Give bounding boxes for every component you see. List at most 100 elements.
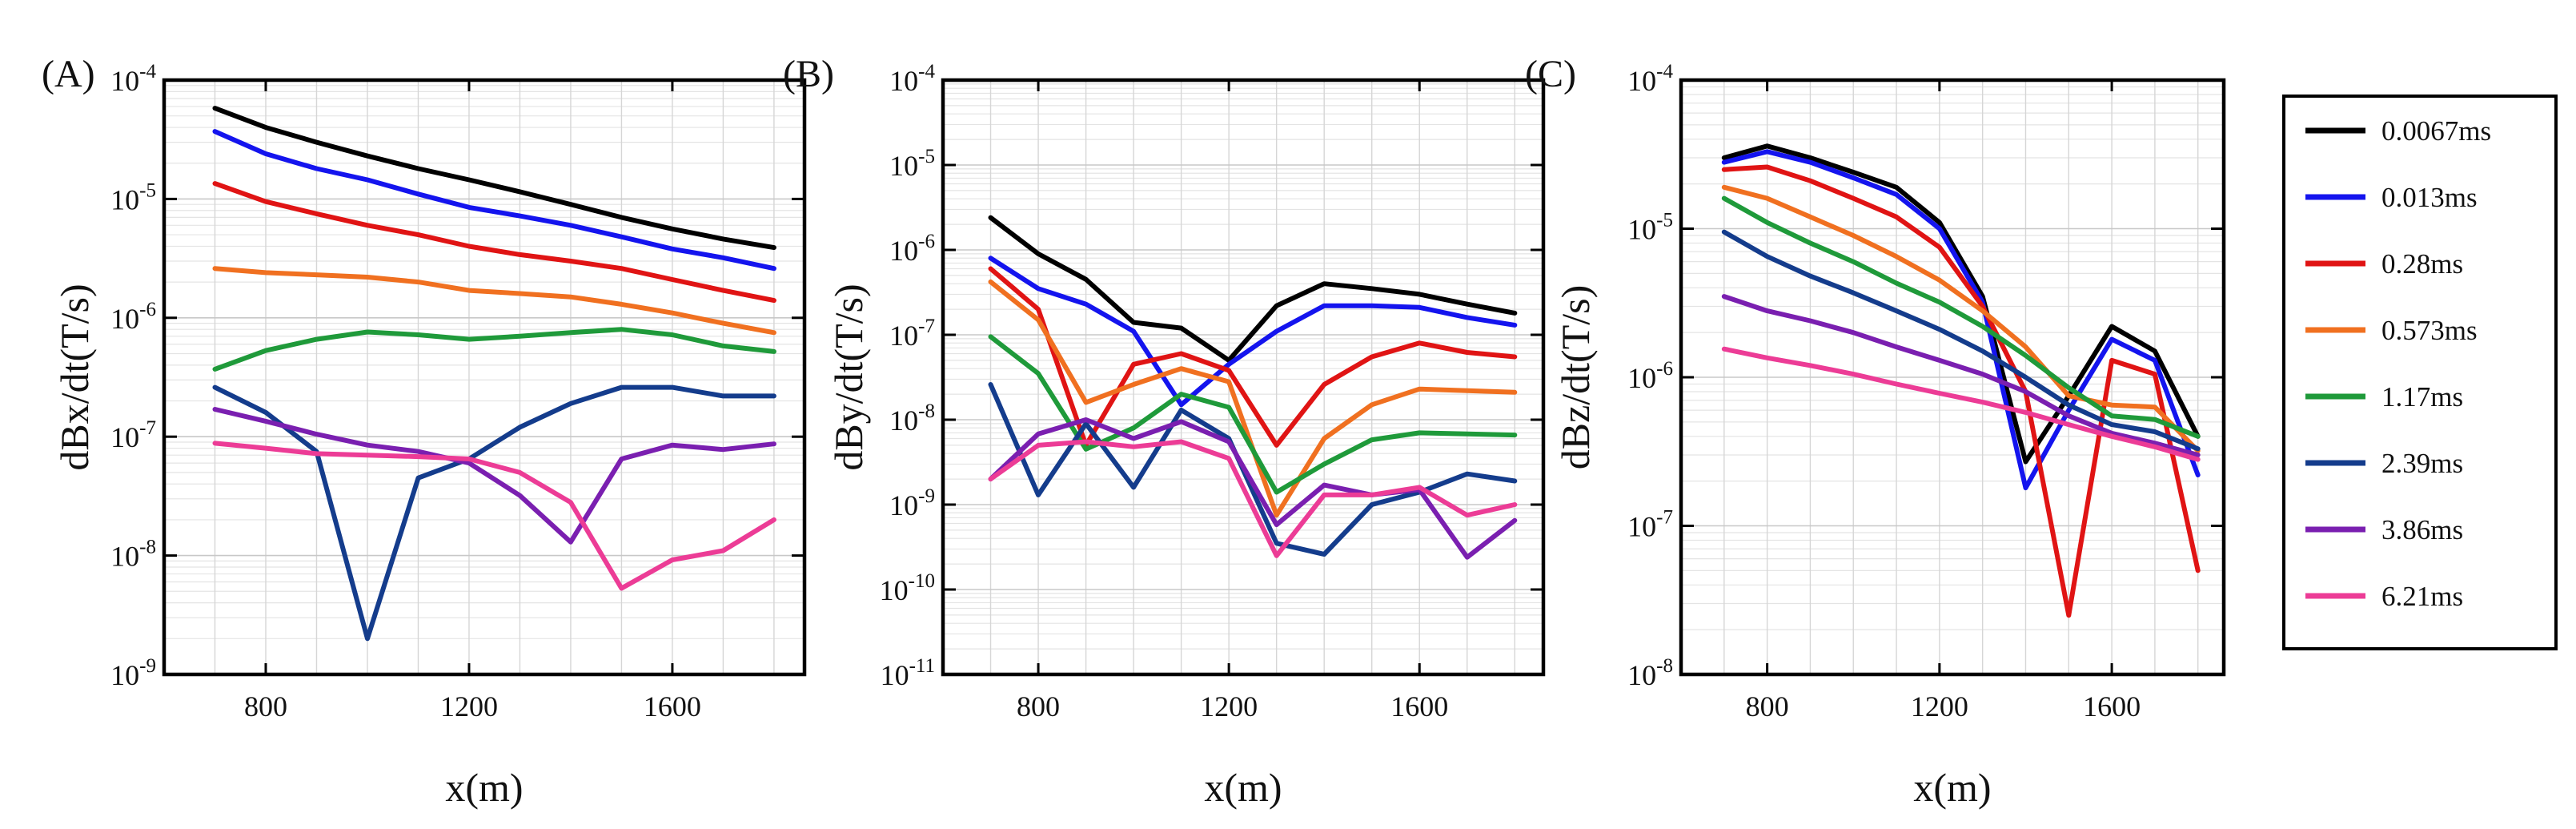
y-tick-exponent: -10 [909, 570, 935, 592]
plot-frame [162, 78, 807, 677]
legend-entry: 0.013ms [2305, 182, 2478, 213]
y-tick-exponent: -6 [1656, 358, 1673, 380]
y-tick-exponent: -4 [918, 61, 935, 82]
y-tick-exponent: -8 [139, 537, 156, 558]
chart-panel-b: 800 1200 1600 10-4 10-5 10-6 10-7 10-8 10-9 10-10… [783, 53, 1546, 810]
y-tick-exponent: -7 [1656, 507, 1673, 529]
legend-label: 0.28ms [2381, 248, 2463, 280]
y-axis-title: dBy/dt(T/s) [826, 284, 871, 470]
series-line-3.86ms [212, 407, 776, 545]
y-tick-exponent: -4 [1656, 61, 1673, 82]
legend-entry: 6.21ms [2305, 581, 2463, 612]
y-tick-exponent: -11 [909, 655, 935, 677]
x-tick-label: 1600 [1390, 690, 1448, 722]
legend-entry: 0.0067ms [2305, 115, 2491, 147]
y-tick-label: 10-7 [110, 417, 156, 453]
y-tick-exponent: -8 [918, 400, 935, 422]
series-line-2.39ms [1721, 229, 2201, 452]
y-tick-exponent: -7 [139, 417, 156, 439]
y-tick-label: 10-4 [110, 61, 156, 97]
legend: 0.0067ms 0.013ms 0.28ms 0.573ms 1.17ms 2.39ms… [2282, 95, 2558, 650]
series-line-1.17ms [212, 327, 776, 372]
series-line-6.21ms [988, 439, 1518, 558]
y-tick-label: 10-4 [1627, 61, 1673, 97]
series-line-0.28ms [1721, 164, 2201, 618]
chart-panel-c: 800 1200 1600 10-4 10-5 10-6 10-7 10-8 x(m) dBz/d… [1525, 53, 2226, 810]
series-line-0.573ms [212, 266, 776, 336]
series-line-0.013ms [212, 129, 776, 272]
y-tick-label: 10-8 [110, 537, 156, 573]
legend-label: 0.013ms [2381, 182, 2478, 213]
panel-label: (B) [783, 53, 834, 95]
y-tick-label: 10-11 [881, 655, 935, 691]
y-tick-exponent: -9 [918, 485, 935, 507]
y-tick-label: 10-5 [889, 146, 935, 182]
x-axis-title: x(m) [1913, 765, 1991, 810]
y-tick-exponent: -6 [139, 299, 156, 320]
series-line-3.86ms [988, 417, 1518, 560]
chart-panel-a: 800 1200 1600 10-4 10-5 10-6 10-7 10-8 10-9 x(m) d… [42, 53, 807, 810]
y-tick-label: 10-10 [880, 570, 935, 606]
y-tick-exponent: -5 [1656, 210, 1673, 231]
y-tick-label: 10-6 [889, 231, 935, 267]
y-tick-exponent: -9 [139, 655, 156, 677]
legend-entry: 0.573ms [2305, 315, 2478, 346]
series-line-6.21ms [1721, 346, 2201, 462]
plot-frame [1679, 78, 2226, 677]
y-tick-label: 10-5 [110, 179, 156, 215]
y-tick-label: 10-6 [110, 299, 156, 335]
y-tick-exponent: -5 [139, 179, 156, 201]
y-tick-exponent: -6 [918, 231, 935, 252]
legend-entry: 1.17ms [2305, 381, 2463, 412]
legend-label: 6.21ms [2381, 581, 2463, 612]
y-tick-label: 10-8 [889, 400, 935, 437]
y-tick-exponent: -4 [139, 61, 156, 82]
x-tick-label: 1200 [1200, 690, 1258, 722]
plot-frame [941, 78, 1546, 677]
x-tick-label: 1600 [2083, 690, 2141, 722]
series-line-0.013ms [988, 256, 1518, 408]
legend-entry: 3.86ms [2305, 514, 2463, 545]
x-tick-label: 800 [1746, 690, 1789, 722]
y-axis-title: dBx/dt(T/s) [52, 284, 97, 470]
legend-box [2282, 95, 2558, 650]
y-tick-exponent: -7 [918, 316, 935, 337]
series-line-6.21ms [212, 441, 776, 591]
x-axis-title: x(m) [1204, 765, 1282, 810]
x-tick-label: 1200 [440, 690, 498, 722]
series-line-0.0067ms [1721, 143, 2201, 465]
legend-entry: 0.28ms [2305, 248, 2463, 280]
y-tick-exponent: -8 [1656, 655, 1673, 677]
y-tick-label: 10-9 [889, 485, 935, 521]
y-axis-title: dBz/dt(T/s) [1553, 285, 1598, 470]
legend-label: 0.0067ms [2381, 115, 2491, 147]
series-line-0.0067ms [212, 106, 776, 251]
x-tick-label: 800 [244, 690, 287, 722]
y-tick-label: 10-6 [1627, 358, 1673, 394]
x-tick-label: 800 [1017, 690, 1060, 722]
x-tick-label: 1200 [1911, 690, 1968, 722]
y-tick-label: 10-4 [889, 61, 935, 97]
series-line-0.573ms [1721, 184, 2201, 453]
series-line-2.39ms [212, 384, 776, 642]
y-tick-label: 10-7 [889, 316, 935, 352]
series-line-3.86ms [1721, 294, 2201, 457]
y-tick-exponent: -5 [918, 146, 935, 167]
legend-label: 3.86ms [2381, 514, 2463, 545]
y-tick-label: 10-9 [110, 655, 156, 691]
x-tick-label: 1600 [644, 690, 701, 722]
legend-label: 0.573ms [2381, 315, 2478, 346]
panel-label: (C) [1525, 53, 1576, 95]
legend-label: 1.17ms [2381, 381, 2463, 412]
chart-panels: 800 1200 1600 10-4 10-5 10-6 10-7 10-8 10-9 x(m) d… [42, 53, 2226, 810]
y-tick-label: 10-8 [1627, 655, 1673, 691]
legend-label: 2.39ms [2381, 448, 2463, 479]
series-line-0.28ms [212, 181, 776, 304]
legend-entry: 2.39ms [2305, 448, 2463, 479]
x-axis-title: x(m) [445, 765, 523, 810]
panel-label: (A) [42, 53, 95, 95]
series-line-1.17ms [1721, 195, 2201, 439]
y-tick-label: 10-7 [1627, 507, 1673, 543]
y-tick-label: 10-5 [1627, 210, 1673, 246]
